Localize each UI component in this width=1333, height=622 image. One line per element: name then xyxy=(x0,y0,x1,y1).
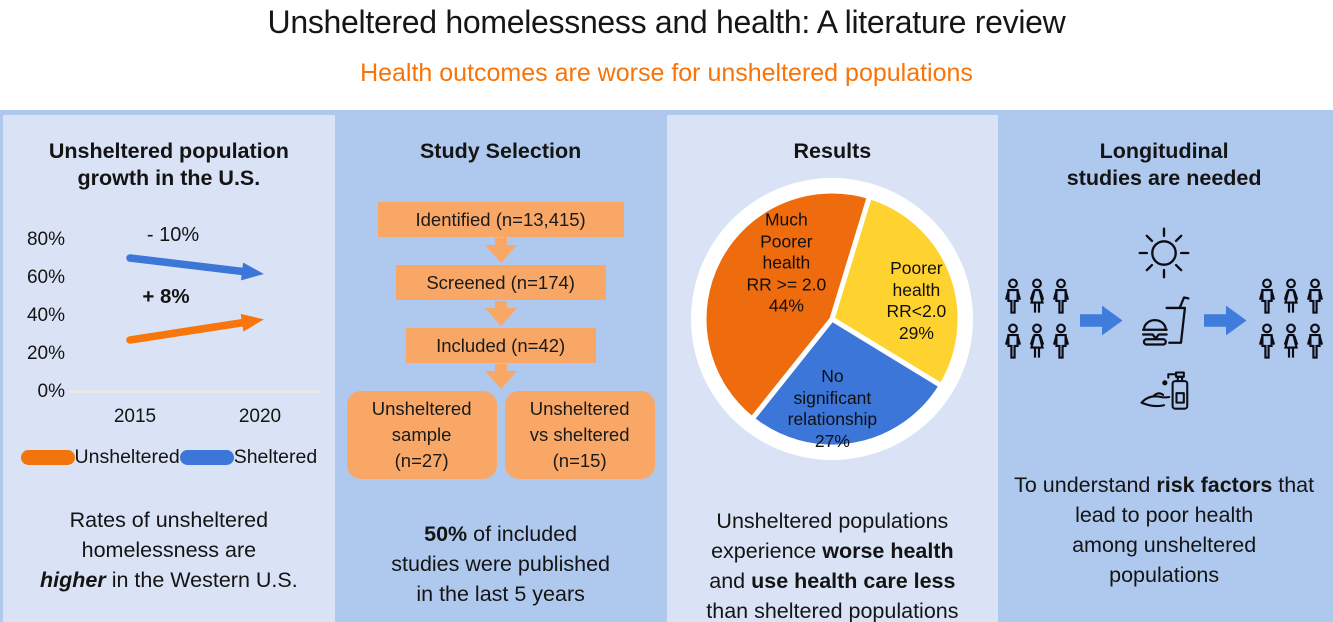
caption-text: Unsheltered populations experience xyxy=(711,509,949,563)
caption-text: of included studies were published in th… xyxy=(391,522,610,606)
arrow-down-icon xyxy=(484,238,517,263)
person-male-icon xyxy=(1053,323,1070,359)
legend-swatch-unsheltered xyxy=(20,450,75,465)
person-male-icon xyxy=(1053,278,1070,314)
panel2-caption: 50% of included studies were published i… xyxy=(391,519,610,609)
page-title: Unsheltered homelessness and health: A l… xyxy=(267,4,1066,40)
panel1-heading: Unsheltered population growth in the U.S… xyxy=(48,139,289,190)
caption-text-emphasis: 50% xyxy=(424,522,468,546)
caption-text: To understand xyxy=(1014,473,1157,497)
person-male-icon xyxy=(1259,278,1276,314)
flow-box-included: Included (n=42) xyxy=(405,328,596,363)
y-axis-tick: 40% xyxy=(26,305,65,326)
flowchart: Identified (n=13,415) Screened (n=174) I… xyxy=(346,202,655,479)
panel-study-selection: Study Selection Identified (n=13,415) Sc… xyxy=(334,115,667,622)
risk-factor-icons xyxy=(1133,226,1195,414)
pie-slice-much-poorer-health xyxy=(701,188,873,423)
page-subtitle: Health outcomes are worse for unsheltere… xyxy=(360,59,973,87)
y-axis-tick: 80% xyxy=(26,229,65,250)
trend-chart: 80% 60% 40% 20% 0% 2015 2020 - 10% xyxy=(3,215,335,430)
caption-text-emphasis: higher xyxy=(40,568,106,592)
caption-text-emphasis: use health care less xyxy=(751,569,956,593)
longitudinal-illustration xyxy=(1003,226,1325,414)
unsheltered-change-label: + 8% xyxy=(142,285,190,308)
arrow-right-icon xyxy=(1204,305,1247,335)
caption-text-emphasis: risk factors xyxy=(1156,473,1273,497)
panel-longitudinal-studies: Longitudinal studies are needed xyxy=(998,115,1330,622)
pie-slice-no-significant-relationship xyxy=(748,315,946,450)
caption-text-emphasis: worse health xyxy=(822,539,954,563)
person-male-icon xyxy=(1005,278,1022,314)
hand-sanitizer-icon xyxy=(1140,371,1189,410)
caption-text: Rates of unsheltered homelessness are xyxy=(69,508,269,562)
sheltered-change-label: - 10% xyxy=(146,224,200,246)
legend-swatch-sheltered xyxy=(179,450,234,465)
person-female-icon xyxy=(1283,278,1299,314)
sun-icon xyxy=(1138,227,1190,279)
pie-label-poorer-health: Poorer health RR<2.0 29% xyxy=(886,258,947,343)
unsheltered-trend-arrow-icon xyxy=(126,313,264,344)
caption-text: than sheltered populations xyxy=(706,599,959,622)
panel1-caption: Rates of unsheltered homelessness are hi… xyxy=(40,505,298,595)
panel3-heading: Results xyxy=(793,139,872,163)
panel-population-growth: Unsheltered population growth in the U.S… xyxy=(3,115,335,622)
fast-food-icon xyxy=(1142,296,1190,346)
caption-text: in the Western U.S. xyxy=(105,568,298,592)
people-group-before xyxy=(1003,278,1071,363)
arrow-down-icon xyxy=(484,301,517,326)
panel2-heading: Study Selection xyxy=(419,139,582,163)
flow-box-screened: Screened (n=174) xyxy=(395,265,606,300)
people-group-after xyxy=(1257,278,1325,363)
panel4-caption: To understand risk factors that lead to … xyxy=(998,470,1330,590)
panel4-heading: Longitudinal studies are needed xyxy=(1066,139,1262,190)
flow-box-identified: Identified (n=13,415) xyxy=(377,202,624,237)
pie-label-no-significant-relationship: No significant relationship 27% xyxy=(787,366,878,451)
arrow-right-icon xyxy=(1080,305,1123,335)
legend: Unsheltered Sheltered xyxy=(3,446,335,469)
caption-text: and xyxy=(709,569,746,593)
y-axis-tick: 60% xyxy=(26,267,65,288)
person-male-icon xyxy=(1005,323,1022,359)
x-axis-tick: 2015 xyxy=(113,406,157,427)
header: Unsheltered homelessness and health: A l… xyxy=(0,0,1333,110)
person-female-icon xyxy=(1029,278,1045,314)
leaf-box-row: Unsheltered sample (n=27) Unsheltered vs… xyxy=(346,391,655,479)
pie-chart: Much Poorer health RR >= 2.0 44% Poorer … xyxy=(682,176,982,462)
sheltered-trend-arrow-icon xyxy=(126,254,264,281)
person-female-icon xyxy=(1283,323,1299,359)
caption-text: that lead to poor health among unshelter… xyxy=(1072,473,1315,587)
y-axis-tick: 20% xyxy=(26,343,65,364)
panel3-caption: Unsheltered populations experience worse… xyxy=(706,506,958,622)
leaf-box-unsheltered-sample: Unsheltered sample (n=27) xyxy=(346,391,497,479)
arrow-down-icon xyxy=(484,364,517,389)
panel-row: Unsheltered population growth in the U.S… xyxy=(0,110,1333,622)
person-male-icon xyxy=(1307,278,1324,314)
x-axis-tick: 2020 xyxy=(238,406,282,427)
pie-label-much-poorer-health: Much Poorer health RR >= 2.0 44% xyxy=(746,209,827,316)
legend-label-unsheltered: Unsheltered xyxy=(74,446,180,468)
y-axis-tick: 0% xyxy=(37,381,65,402)
x-axis-baseline xyxy=(69,390,321,393)
person-male-icon xyxy=(1259,323,1276,359)
person-female-icon xyxy=(1029,323,1045,359)
person-male-icon xyxy=(1307,323,1324,359)
pie-chart-graphic xyxy=(691,178,974,460)
panel-results: Results Much Poorer health RR >= 2.0 44%… xyxy=(666,115,999,622)
legend-label-sheltered: Sheltered xyxy=(233,446,318,468)
leaf-box-unsheltered-vs-sheltered: Unsheltered vs sheltered (n=15) xyxy=(504,391,655,479)
